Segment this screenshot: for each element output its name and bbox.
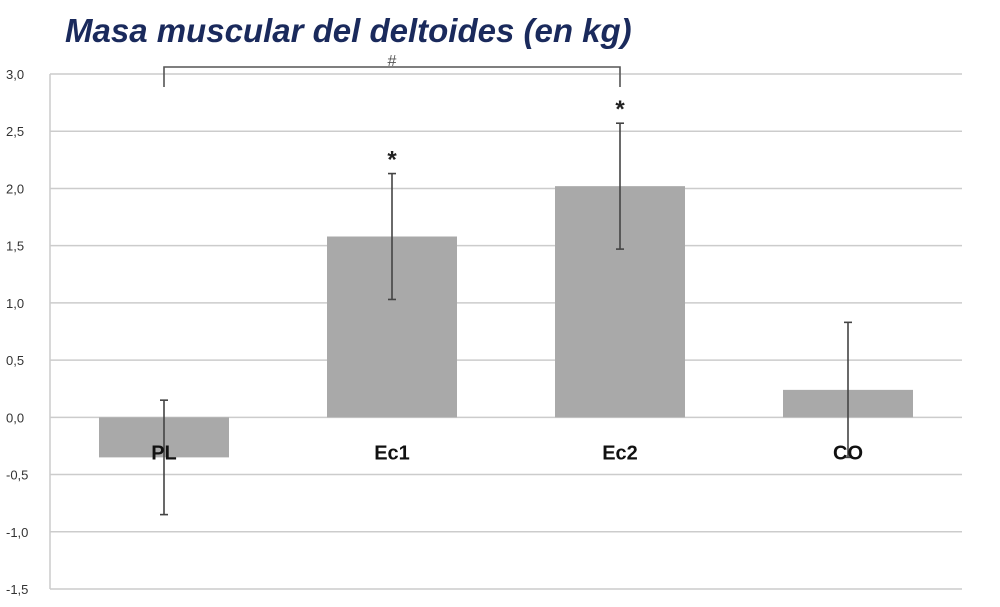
error-bar-ec1 (388, 172, 396, 301)
y-axis: -1,5 -1,0 -0,5 0,0 0,5 1,0 1,5 2,0 2,5 3,0 (6, 67, 51, 597)
category-label: Ec1 (374, 442, 410, 464)
significance-marker: * (387, 147, 397, 174)
y-tick-label: -1,5 (6, 582, 28, 597)
y-tick-label: 1,0 (6, 296, 24, 311)
bracket-label: # (388, 53, 397, 70)
error-bar-pl (160, 399, 168, 516)
y-tick-label: 1,5 (6, 239, 24, 254)
category-label: PL (151, 442, 177, 464)
chart-title: Masa muscular del deltoides (en kg) (65, 12, 632, 49)
y-tick-label: 3,0 (6, 67, 24, 82)
category-label: Ec2 (602, 442, 638, 464)
significance-bracket (163, 66, 621, 87)
error-bar-ec2 (616, 122, 624, 250)
y-tick-label: -0,5 (6, 468, 28, 483)
y-tick-label: 0,0 (6, 410, 24, 425)
error-bar-co (844, 321, 852, 459)
annotations: * * # (163, 53, 625, 174)
category-labels: PL Ec1 Ec2 CO (151, 442, 863, 464)
error-bars (160, 122, 852, 516)
grid-layer (50, 73, 962, 590)
category-label: CO (833, 442, 863, 464)
y-tick-label: -1,0 (6, 525, 28, 540)
y-tick-label: 0,5 (6, 353, 24, 368)
significance-marker: * (615, 96, 625, 123)
y-tick-label: 2,0 (6, 181, 24, 196)
y-tick-label: 2,5 (6, 124, 24, 139)
